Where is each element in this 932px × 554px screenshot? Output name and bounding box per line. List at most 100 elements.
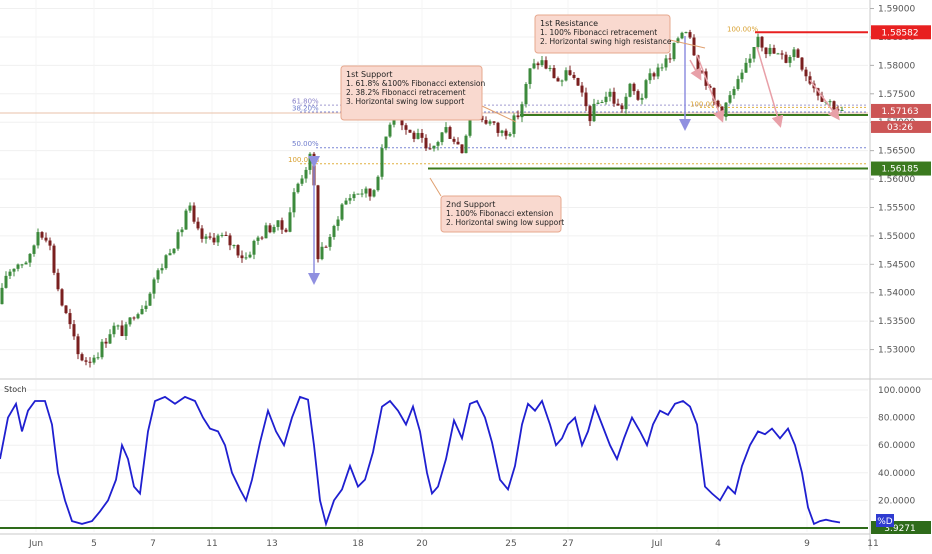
- fib-label: 38.20%: [292, 104, 319, 112]
- candle-body: [108, 334, 112, 344]
- price-tick-label: 1.55500: [878, 203, 915, 213]
- time-tick-label: 13: [266, 539, 277, 549]
- candles: [0, 29, 844, 368]
- candle-body: [460, 144, 464, 154]
- candle-body: [420, 132, 424, 138]
- candle-body: [680, 32, 684, 39]
- candle-body: [264, 225, 268, 239]
- candle-body: [220, 234, 224, 236]
- candle-body: [540, 60, 544, 66]
- candle-body: [748, 58, 752, 63]
- candle-body: [596, 102, 600, 104]
- stoch-line: [0, 395, 868, 529]
- candle-body: [636, 91, 640, 100]
- candle-body: [412, 132, 416, 139]
- candle-body: [584, 92, 588, 107]
- key-levels: [0, 31, 868, 170]
- candle-body: [592, 103, 596, 122]
- price-tick-label: 1.53000: [878, 346, 915, 356]
- candle-body: [200, 228, 204, 239]
- candle-body: [492, 121, 496, 123]
- candle-body: [100, 341, 104, 358]
- candle-body: [372, 190, 376, 197]
- stoch-title: Stoch: [4, 385, 27, 394]
- candle-body: [256, 237, 260, 241]
- candle-body: [484, 120, 488, 124]
- candle-body: [248, 254, 252, 258]
- time-tick-label: 25: [505, 539, 516, 549]
- candle-body: [452, 138, 456, 142]
- countdown-tag: [871, 120, 931, 133]
- candle-body: [608, 91, 612, 97]
- candle-body: [728, 95, 732, 103]
- candle-body: [740, 72, 744, 80]
- candle-body: [456, 141, 460, 145]
- candle-body: [116, 325, 120, 327]
- candle-body: [784, 54, 788, 63]
- candle-body: [88, 361, 92, 363]
- candle-body: [544, 60, 548, 69]
- candle-body: [280, 220, 284, 230]
- candle-body: [212, 237, 216, 243]
- candle-body: [20, 264, 24, 266]
- time-tick-label: 18: [352, 539, 364, 549]
- candle-body: [368, 188, 372, 197]
- candle-body: [668, 58, 672, 60]
- candle-body: [432, 145, 436, 149]
- candle-body: [308, 153, 312, 170]
- candle-body: [796, 49, 800, 58]
- candle-body: [404, 125, 408, 130]
- candle-body: [536, 63, 540, 66]
- candle-body: [156, 270, 160, 280]
- candle-body: [80, 354, 84, 361]
- candle-body: [352, 194, 356, 199]
- candle-body: [316, 185, 320, 260]
- candle-body: [180, 229, 184, 233]
- projection-arrow: [696, 54, 725, 123]
- candle-body: [84, 360, 88, 362]
- annotation-box: [534, 14, 671, 54]
- candle-body: [204, 236, 208, 239]
- candle-body: [376, 176, 380, 191]
- candle-body: [612, 91, 616, 104]
- candle-body: [288, 212, 292, 232]
- candle-body: [568, 70, 572, 75]
- candle-body: [644, 80, 648, 98]
- candle-body: [320, 246, 324, 260]
- candle-body: [44, 237, 48, 241]
- candle-body: [772, 47, 776, 54]
- time-tick-label: 27: [562, 539, 573, 549]
- candle-body: [776, 53, 780, 55]
- resistance-value: 1.58582: [881, 28, 918, 38]
- candle-body: [140, 308, 144, 315]
- candle-body: [488, 121, 492, 124]
- candle-body: [664, 58, 668, 68]
- candle-body: [744, 62, 748, 73]
- candle-body: [840, 110, 844, 112]
- candle-body: [572, 74, 576, 78]
- candle-body: [496, 122, 500, 133]
- candle-body: [228, 235, 232, 246]
- candle-body: [268, 225, 272, 233]
- candle-body: [600, 102, 604, 104]
- candle-body: [672, 42, 676, 60]
- candle-body: [4, 275, 8, 288]
- candle-body: [688, 32, 692, 38]
- candle-body: [660, 67, 664, 69]
- candle-body: [344, 200, 348, 205]
- candle-body: [48, 240, 52, 246]
- support-value-tag: [871, 161, 931, 176]
- candle-body: [752, 47, 756, 59]
- candle-body: [68, 313, 72, 325]
- candle-body: [628, 83, 632, 97]
- candle-body: [296, 183, 300, 193]
- candle-body: [560, 80, 564, 82]
- annotation-line: 1. 61.8% &100% Fibonacci extension: [346, 79, 485, 88]
- candle-body: [528, 68, 532, 85]
- candle-body: [760, 36, 764, 48]
- time-tick-label: 11: [206, 539, 217, 549]
- candle-body: [164, 255, 168, 269]
